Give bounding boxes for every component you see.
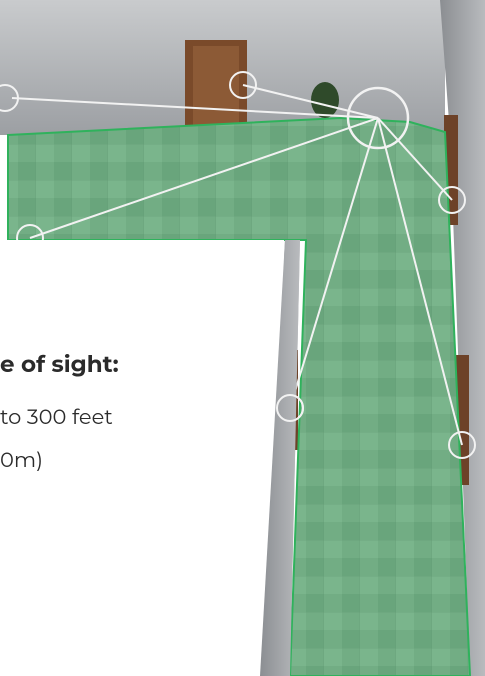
- plant: [311, 82, 339, 118]
- page: e of sight: to 300 feet 0m): [0, 0, 485, 676]
- heading: e of sight:: [0, 350, 119, 378]
- floorplan-render: [0, 0, 485, 676]
- text-line: to 300 feet: [0, 405, 113, 430]
- text-line: 0m): [0, 448, 43, 473]
- door-panel: [193, 46, 239, 126]
